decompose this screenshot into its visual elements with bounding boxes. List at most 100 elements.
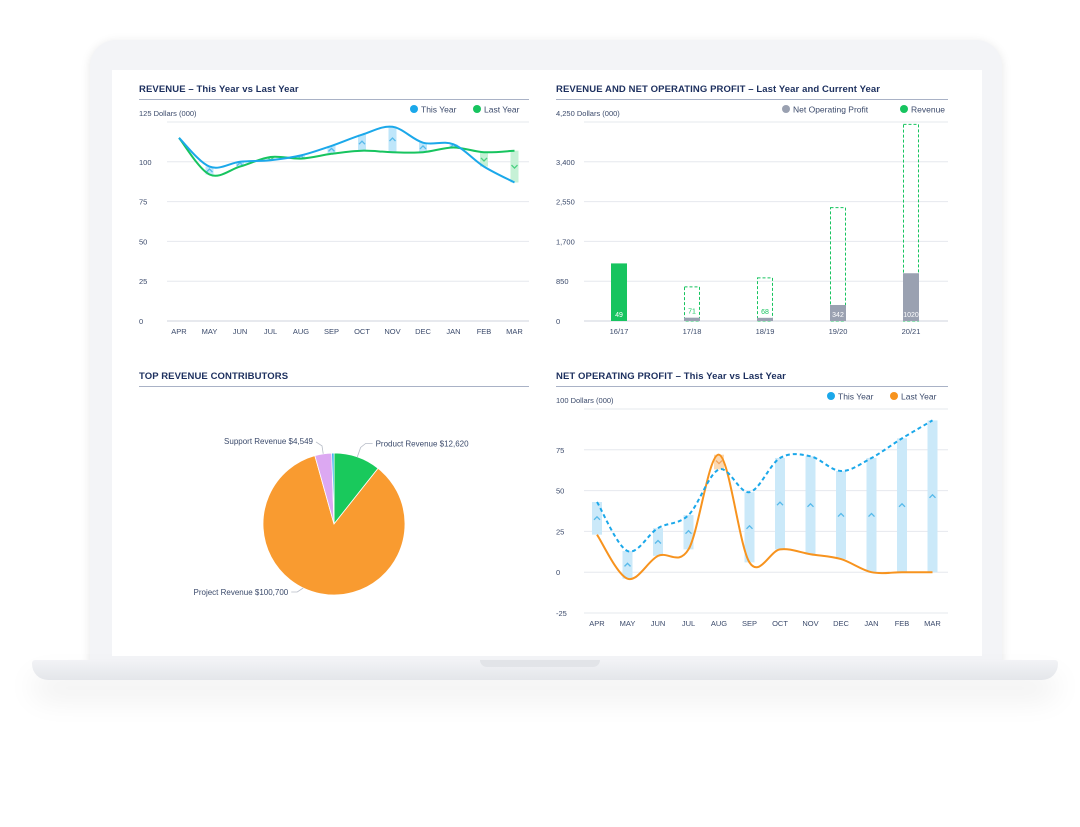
legend-label: Last Year [901, 392, 937, 402]
revenue-bar-projected [684, 286, 700, 322]
revenue-profit-chart: 4,250 Dollars (000) 0 850 1,700 2,550 3,400 16… [556, 105, 948, 336]
revenue-trend-title: REVENUE – This Year vs Last Year [139, 84, 299, 95]
x-tick-label: JAN [446, 327, 460, 336]
x-tick-label: 17/18 [683, 327, 702, 336]
increase-chevron [685, 529, 692, 535]
x-tick-label: MAY [202, 327, 218, 336]
top-contributors-title: TOP REVENUE CONTRIBUTORS [139, 371, 289, 382]
legend-marker [827, 392, 835, 400]
revenue-bar [611, 263, 627, 321]
revenue-profit-panel: REVENUE AND NET OPERATING PROFIT – Last … [556, 84, 948, 354]
difference-bar [327, 145, 336, 154]
increase-chevron [358, 140, 366, 145]
leader-line [356, 443, 373, 458]
y-axis-label: 100 Dollars (000) [556, 396, 614, 405]
y-tick-label: 25 [139, 277, 147, 286]
increase-chevron [654, 539, 662, 544]
difference-bar [683, 515, 694, 550]
decrease-chevron [511, 164, 518, 169]
title-divider [139, 386, 529, 387]
profit-trend-chart: 100 Dollars (000) -25 0 25 50 75 APR MAY JUN JUL A… [556, 392, 948, 628]
x-tick-label: NOV [384, 327, 400, 336]
title-divider [139, 99, 529, 100]
difference-bar [866, 457, 877, 573]
x-tick-label: MAY [620, 619, 636, 628]
x-tick-label: JUN [233, 327, 248, 336]
difference-bar [449, 144, 458, 148]
revenue-bar-projected [903, 123, 919, 322]
increase-chevron [746, 524, 753, 530]
difference-bar [419, 142, 427, 153]
laptop-notch [480, 660, 600, 667]
y-tick-label: 3,400 [556, 158, 575, 167]
net-profit-bar [757, 317, 773, 321]
x-tick-label: 20/21 [902, 327, 921, 336]
x-tick-label: NOV [802, 619, 818, 628]
x-tick-label: FEB [895, 619, 910, 628]
net-profit-bar [830, 304, 846, 321]
y-tick-label: 2,550 [556, 198, 575, 207]
slice-label: Product Revenue $12,620 [376, 439, 470, 448]
x-tick-label: OCT [354, 327, 370, 336]
value-label: 49 [615, 312, 623, 319]
title-divider [556, 386, 948, 387]
x-tick-label: APR [171, 327, 187, 336]
x-tick-label: SEP [324, 327, 339, 336]
difference-bar [205, 166, 214, 175]
y-tick-label: 850 [556, 277, 569, 286]
x-tick-label: SEP [742, 619, 757, 628]
y-axis-label: 4,250 Dollars (000) [556, 109, 620, 118]
difference-bar [592, 502, 602, 535]
x-tick-label: 18/19 [756, 327, 775, 336]
x-tick-label: APR [589, 619, 605, 628]
x-tick-label: JUN [651, 619, 666, 628]
x-tick-label: 16/17 [610, 327, 629, 336]
difference-bar [927, 420, 938, 573]
revenue-profit-title: REVENUE AND NET OPERATING PROFIT – Last … [556, 84, 881, 95]
x-tick-label: OCT [772, 619, 788, 628]
increase-chevron [776, 501, 784, 506]
value-label: 71 [688, 309, 696, 316]
series-line-this-year [596, 419, 934, 553]
value-label: 342 [832, 312, 844, 319]
revenue-trend-panel: REVENUE – This Year vs Last Year 125 Dol… [139, 84, 529, 354]
x-tick-label: AUG [293, 327, 309, 336]
top-contributors-panel: TOP REVENUE CONTRIBUTORS Product Revenue… [139, 371, 529, 641]
increase-chevron [206, 168, 213, 173]
difference-bar [266, 157, 275, 161]
x-tick-label: DEC [833, 619, 849, 628]
y-tick-label: 0 [556, 568, 560, 577]
increase-chevron [868, 512, 875, 518]
y-tick-label: 1,700 [556, 237, 575, 246]
dashboard-screen: REVENUE – This Year vs Last Year 125 Dol… [112, 70, 982, 656]
difference-bar [622, 550, 633, 579]
legend-marker [410, 105, 418, 113]
value-label: 68 [761, 309, 769, 316]
x-tick-label: FEB [477, 327, 492, 336]
legend-marker [782, 105, 790, 113]
revenue-trend-chart: 125 Dollars (000) 0 25 50 75 100 APR MAY JUN JUL A… [139, 105, 529, 336]
x-tick-label: JAN [864, 619, 878, 628]
y-tick-label: 75 [139, 198, 147, 207]
y-tick-label: 25 [556, 527, 564, 536]
y-axis-label: 125 Dollars (000) [139, 109, 197, 118]
difference-bar [653, 528, 663, 556]
increase-chevron [593, 515, 601, 521]
difference-bar [480, 152, 488, 167]
profit-trend-title: NET OPERATING PROFIT – This Year vs Last… [556, 371, 786, 382]
net-profit-bar [684, 317, 700, 321]
y-tick-label: 100 [139, 158, 152, 167]
x-tick-label: JUL [682, 619, 695, 628]
leader-line [291, 587, 304, 593]
leader-line [315, 441, 324, 454]
x-tick-label: MAR [506, 327, 523, 336]
x-tick-label: 19/20 [829, 327, 848, 336]
legend-label: This Year [838, 392, 874, 402]
x-tick-label: DEC [415, 327, 431, 336]
y-tick-label: 50 [139, 237, 147, 246]
difference-bar [510, 150, 519, 183]
x-tick-label: JUL [264, 327, 277, 336]
series-line-last-year [178, 137, 515, 177]
difference-bar [388, 126, 397, 153]
difference-bar [897, 438, 907, 573]
